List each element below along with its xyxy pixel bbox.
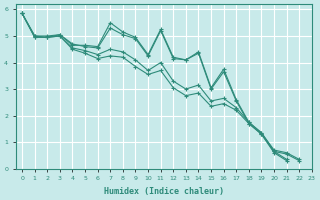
X-axis label: Humidex (Indice chaleur): Humidex (Indice chaleur) <box>104 187 224 196</box>
